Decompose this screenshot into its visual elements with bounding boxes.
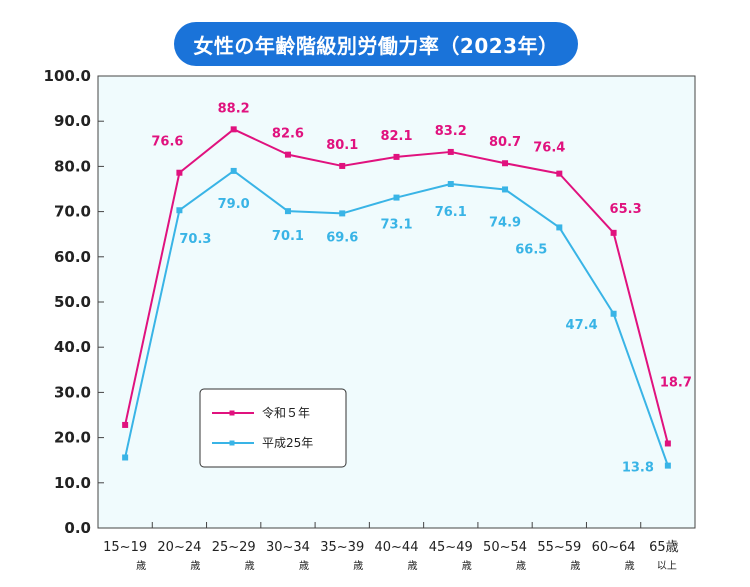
legend-box xyxy=(199,388,347,468)
x-tick-label: 15~19 xyxy=(103,540,147,555)
x-tick-sublabel: 歳 xyxy=(190,560,200,572)
x-tick-label: 20~24 xyxy=(157,540,201,555)
x-tick-sublabel: 歳 xyxy=(408,560,418,572)
x-tick-sublabel: 歳 xyxy=(516,560,526,572)
y-tick-label: 60.0 xyxy=(54,248,91,266)
data-label: 70.1 xyxy=(272,229,304,244)
x-tick-sublabel: 歳 xyxy=(136,560,146,572)
x-tick-sublabel: 歳 xyxy=(299,560,309,572)
plot-area xyxy=(97,75,696,529)
data-point xyxy=(610,310,617,317)
data-point xyxy=(284,208,291,215)
data-label: 18.7 xyxy=(660,375,692,390)
data-point xyxy=(339,162,346,169)
y-tick-label: 50.0 xyxy=(54,293,91,311)
data-point xyxy=(393,153,400,160)
data-point xyxy=(447,148,454,155)
x-tick-sublabel: 歳 xyxy=(625,560,635,572)
x-tick-sublabel: 歳 xyxy=(353,560,363,572)
y-tick-label: 70.0 xyxy=(54,203,91,221)
data-point xyxy=(502,186,509,193)
data-label: 76.6 xyxy=(151,135,183,150)
data-label: 76.4 xyxy=(533,141,565,156)
chart-title: 女性の年齢階級別労働力率（2023年） xyxy=(174,22,578,66)
series-layer: 76.6 88.2 82.6 80.1 82.1 83.2 80.7 76.4 65.3 18.7… xyxy=(122,101,692,476)
legend: 令和５年 平成25年 xyxy=(199,388,347,468)
y-tick-label: 0.0 xyxy=(64,519,91,537)
y-tick-label: 90.0 xyxy=(54,112,91,130)
data-label: 83.2 xyxy=(435,124,467,139)
data-label: 76.1 xyxy=(435,205,467,220)
data-label: 73.1 xyxy=(380,218,412,233)
data-point xyxy=(122,421,129,428)
data-point xyxy=(447,181,454,188)
x-tick-sublabel: 以上 xyxy=(657,560,677,572)
data-point xyxy=(502,160,509,167)
data-label: 47.4 xyxy=(566,318,598,333)
series-0: 76.6 88.2 82.6 80.1 82.1 83.2 80.7 76.4 65.3 18.7 xyxy=(122,101,692,447)
y-axis: 0.0 10.0 20.0 30.0 40.0 50.0 60.0 70.0 80.0 90.0 1… xyxy=(44,67,104,537)
data-label: 82.6 xyxy=(272,127,304,142)
data-label: 13.8 xyxy=(622,461,654,476)
data-label: 66.5 xyxy=(515,242,547,257)
x-axis: 15~19 歳 20~24 歳 25~29 歳 30~34 歳 35~39 歳 40~44 歳 45~4… xyxy=(103,522,679,572)
x-tick-label: 55~59 xyxy=(537,540,581,555)
data-point xyxy=(122,454,129,461)
data-point xyxy=(610,229,617,236)
data-point xyxy=(176,169,183,176)
x-tick-label: 25~29 xyxy=(212,540,256,555)
data-label: 70.3 xyxy=(179,232,211,247)
x-tick-sublabel: 歳 xyxy=(462,560,472,572)
legend-label-reiwa: 令和５年 xyxy=(262,405,310,420)
legend-marker-heisei xyxy=(229,440,235,446)
series-1: 70.3 79.0 70.1 69.6 73.1 76.1 74.9 66.5 47.4 13.8 xyxy=(122,167,671,476)
data-point xyxy=(284,151,291,158)
x-tick-label: 65歳 xyxy=(649,540,679,555)
y-tick-label: 10.0 xyxy=(54,474,91,492)
y-tick-label: 40.0 xyxy=(54,338,91,356)
data-point xyxy=(664,462,671,469)
data-point xyxy=(393,194,400,201)
x-tick-label: 30~34 xyxy=(266,540,310,555)
data-label: 80.1 xyxy=(326,138,358,153)
legend-marker-reiwa xyxy=(229,410,235,416)
y-tick-label: 30.0 xyxy=(54,383,91,401)
data-point xyxy=(556,170,563,177)
x-tick-sublabel: 歳 xyxy=(245,560,255,572)
x-tick-label: 50~54 xyxy=(483,540,527,555)
data-point xyxy=(230,167,237,174)
data-label: 88.2 xyxy=(218,101,250,116)
x-tick-label: 45~49 xyxy=(429,540,473,555)
data-point xyxy=(556,224,563,231)
y-tick-label: 20.0 xyxy=(54,429,91,447)
data-label: 74.9 xyxy=(489,215,521,230)
data-label: 80.7 xyxy=(489,135,521,150)
y-tick-label: 100.0 xyxy=(44,67,91,85)
data-label: 79.0 xyxy=(218,197,250,212)
x-tick-label: 60~64 xyxy=(592,540,636,555)
x-tick-label: 35~39 xyxy=(320,540,364,555)
data-point xyxy=(339,210,346,217)
data-label: 69.6 xyxy=(326,230,358,245)
legend-label-heisei: 平成25年 xyxy=(262,436,313,450)
x-tick-label: 40~44 xyxy=(375,540,419,555)
data-point xyxy=(664,440,671,447)
x-tick-sublabel: 歳 xyxy=(570,560,580,572)
data-label: 82.1 xyxy=(380,129,412,144)
y-tick-label: 80.0 xyxy=(54,157,91,175)
data-point xyxy=(230,126,237,133)
data-point xyxy=(176,207,183,214)
data-label: 65.3 xyxy=(610,202,642,217)
